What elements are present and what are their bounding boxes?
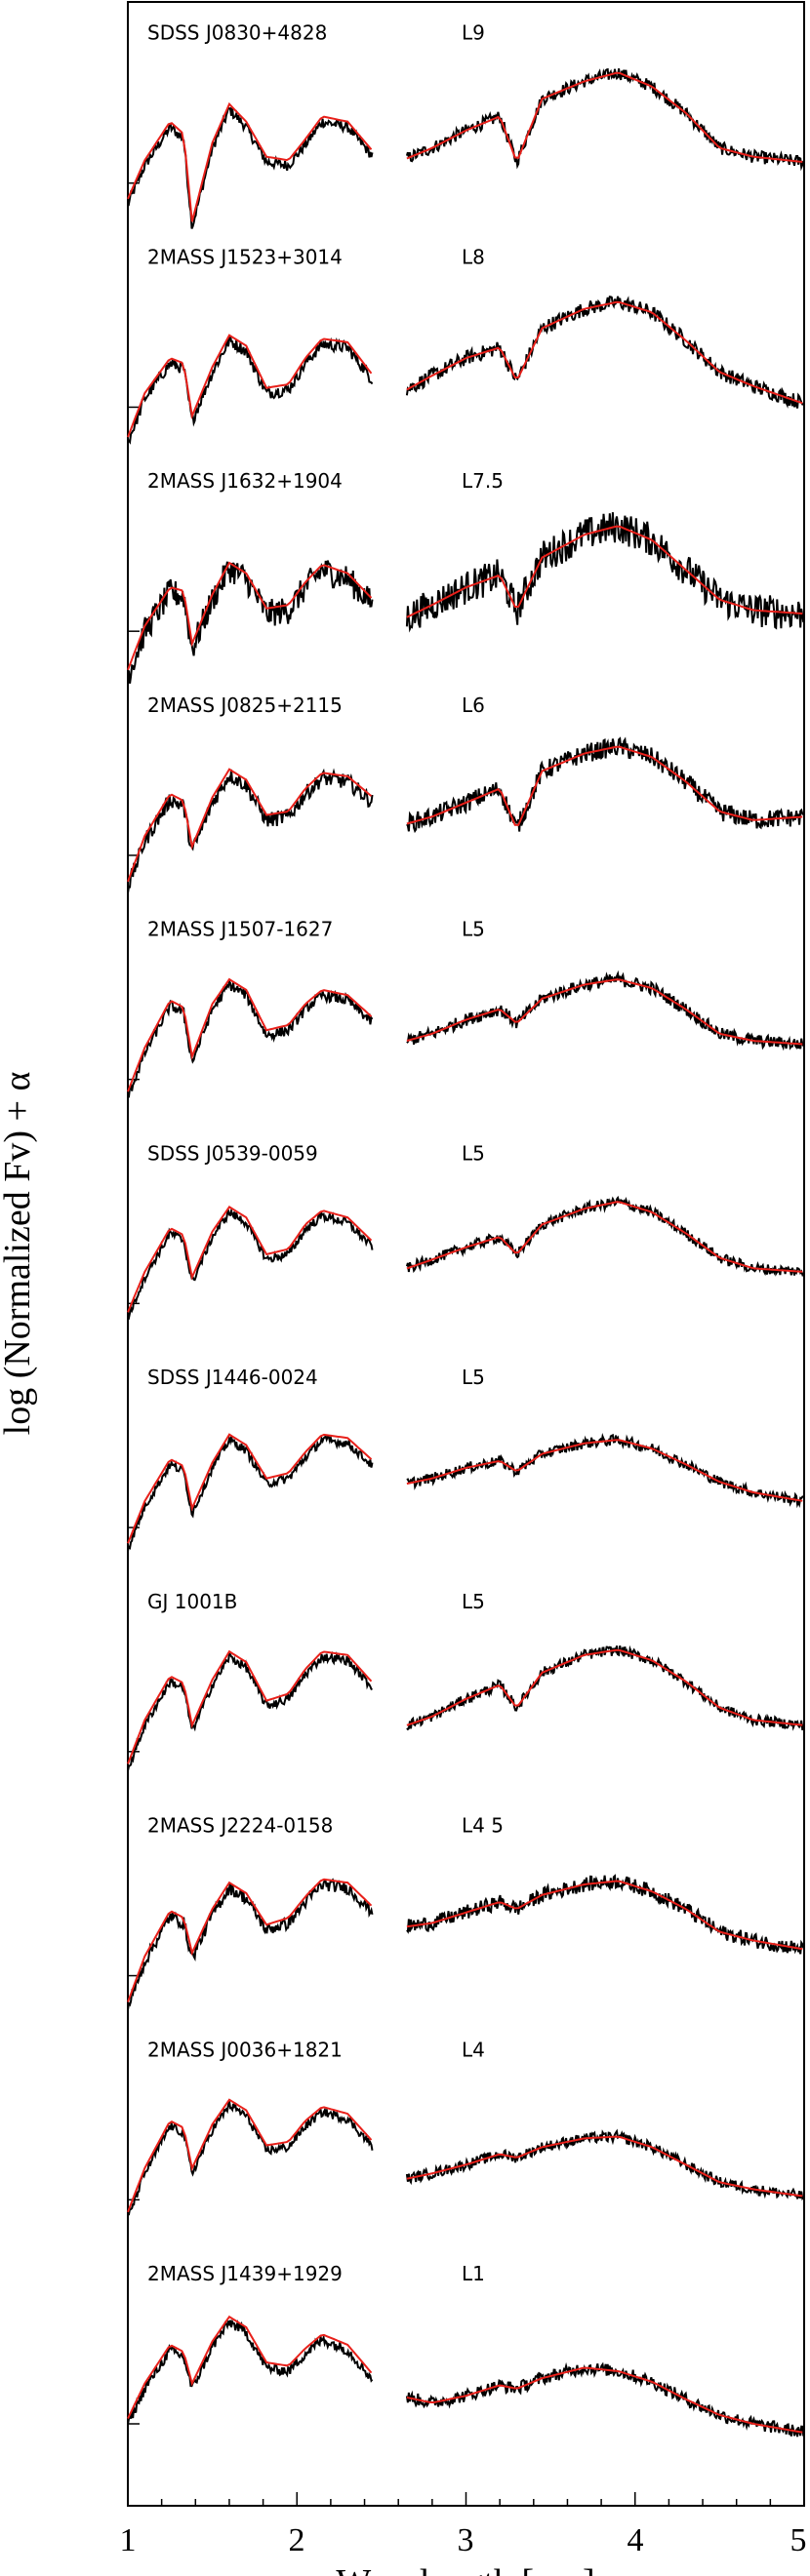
model-spectrum-nir: [127, 101, 373, 222]
model-spectrum-nir: [127, 334, 373, 438]
model-spectrum-nir: [127, 768, 373, 883]
object-label: 2MASS J1439+1929: [147, 2262, 343, 2285]
observed-spectrum-mir: [405, 512, 805, 633]
observed-spectrum-nir: [127, 335, 374, 445]
x-axis-title: Wavelength [μm]: [336, 2562, 594, 2576]
observed-spectrum-nir: [127, 2100, 374, 2216]
model-spectrum-mir: [406, 1201, 803, 1273]
spectrum-panel: 2MASS J1507-1627 L5: [127, 918, 805, 1098]
object-label: SDSS J0830+4828: [147, 21, 327, 45]
observed-spectrum-mir: [406, 970, 805, 1051]
observed-spectrum-nir: [127, 105, 374, 229]
observed-spectrum-nir: [127, 978, 374, 1098]
spectral-type-label: L9: [462, 21, 485, 45]
spectrum-panel: SDSS J1446-0024 L5: [127, 1366, 804, 1552]
object-label: 2MASS J0825+2115: [147, 694, 343, 717]
spectrum-panel: SDSS J0539-0059 L5: [127, 1141, 805, 1321]
model-spectrum-nir: [127, 1878, 373, 2002]
observed-spectrum-mir: [406, 1874, 805, 1955]
x-tick-label: 5: [790, 2522, 807, 2558]
observed-spectrum-nir: [127, 2318, 374, 2425]
spectral-type-label: L8: [462, 245, 485, 268]
observed-spectrum-nir: [127, 768, 374, 893]
spectrum-panel: GJ 1001B L5: [127, 1590, 805, 1771]
spectrum-panel: 2MASS J1439+1929 L1: [127, 2262, 805, 2437]
model-spectrum-mir: [406, 2366, 803, 2434]
spectrum-panel: SDSS J0830+4828 L9: [127, 21, 805, 229]
model-spectrum-nir: [127, 2098, 373, 2213]
spectral-type-label: L5: [462, 1141, 485, 1165]
model-spectrum-nir: [127, 1206, 373, 1313]
observed-spectrum-nir: [127, 560, 374, 684]
model-spectrum-nir: [127, 977, 373, 1092]
model-spectrum-mir: [406, 1439, 803, 1502]
x-tick-label: 3: [458, 2522, 474, 2558]
observed-spectrum-mir: [405, 2128, 805, 2201]
observed-spectrum-nir: [127, 1434, 374, 1552]
x-tick-label: 4: [628, 2522, 644, 2558]
spectrum-panel: 2MASS J2224-0158 L4 5: [127, 1814, 805, 2010]
x-tick-marks: [127, 2492, 805, 2506]
spectral-type-label: L1: [462, 2262, 485, 2285]
model-spectrum-nir: [127, 1433, 373, 1544]
spectrum-panel: 2MASS J0825+2115 L6: [127, 694, 804, 893]
object-label: GJ 1001B: [147, 1590, 237, 1613]
object-label: 2MASS J2224-0158: [147, 1814, 333, 1838]
object-label: 2MASS J0036+1821: [147, 2038, 343, 2061]
spectrum-panel: 2MASS J0036+1821 L4: [127, 2038, 805, 2216]
spectral-type-label: L6: [462, 694, 485, 717]
model-spectrum-mir: [406, 1880, 803, 1951]
x-tick-label: 2: [289, 2522, 305, 2558]
observed-spectrum-mir: [405, 2361, 805, 2437]
observed-spectrum-mir: [405, 67, 805, 172]
model-spectrum-mir: [406, 71, 803, 163]
spectral-type-label: L4 5: [462, 1814, 504, 1838]
observed-spectrum-mir: [405, 1195, 805, 1278]
model-spectrum-mir: [406, 2135, 803, 2198]
model-spectrum-nir: [127, 1649, 373, 1764]
spectral-type-label: L5: [462, 918, 485, 941]
object-label: 2MASS J1507-1627: [147, 918, 333, 941]
model-spectrum-mir: [406, 1648, 803, 1726]
x-tick-label: 1: [120, 2522, 137, 2558]
observed-spectrum-nir: [127, 1878, 374, 2010]
model-spectrum-mir: [406, 525, 803, 618]
object-label: 2MASS J1523+3014: [147, 245, 343, 268]
plot-frame: [127, 1, 805, 2507]
observed-spectrum-mir: [406, 1432, 804, 1509]
model-spectrum-mir: [406, 745, 803, 826]
model-spectrum-mir: [406, 978, 803, 1046]
observed-spectrum-nir: [127, 1650, 373, 1771]
spectrum-panel: 2MASS J1523+3014 L8: [127, 245, 804, 445]
y-axis-title: log (Normalized Fv) + α: [0, 1072, 38, 1436]
model-spectrum-nir: [127, 561, 373, 671]
spectral-type-label: L5: [462, 1590, 485, 1613]
spectral-type-label: L5: [462, 1366, 485, 1389]
model-spectrum-nir: [127, 2315, 373, 2420]
spectrum-panel: 2MASS J1632+1904 L7.5: [127, 469, 805, 684]
spectral-type-label: L7.5: [462, 469, 504, 493]
object-label: SDSS J1446-0024: [147, 1366, 318, 1389]
object-label: SDSS J0539-0059: [147, 1141, 318, 1165]
model-spectrum-mir: [406, 300, 803, 405]
observed-spectrum-mir: [405, 296, 804, 409]
spectral-type-label: L4: [462, 2038, 485, 2061]
object-label: 2MASS J1632+1904: [147, 469, 343, 493]
